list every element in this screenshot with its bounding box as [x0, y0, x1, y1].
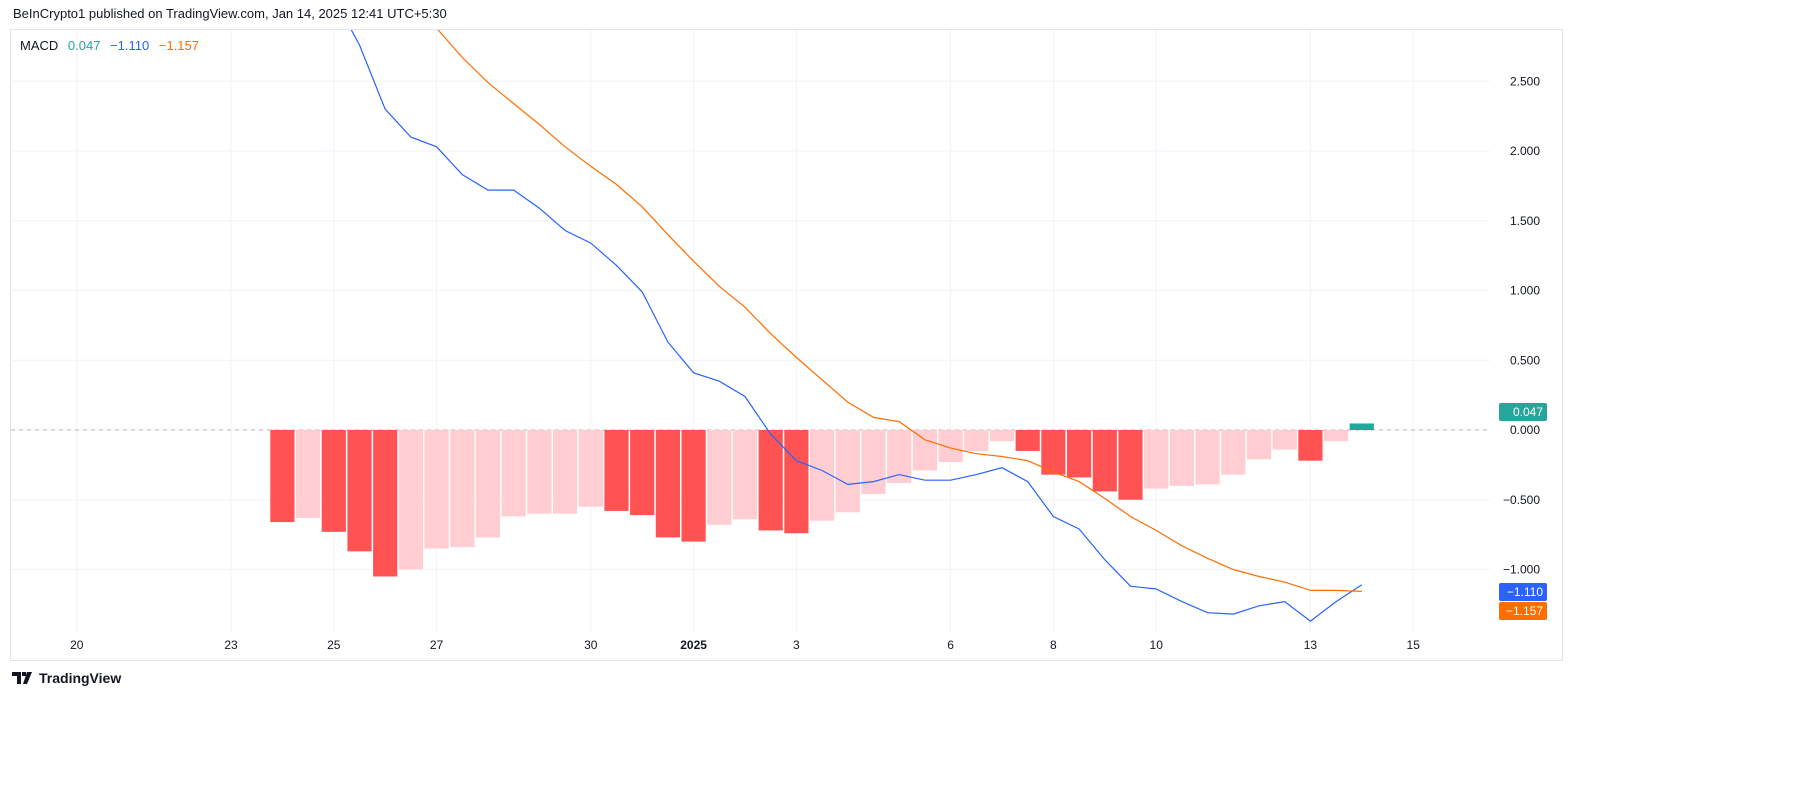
y-tick-label: −1.000	[1503, 563, 1540, 577]
histogram-bar[interactable]	[321, 430, 346, 532]
histogram-bar[interactable]	[578, 430, 603, 507]
y-tick-label: 0.000	[1510, 423, 1540, 437]
histogram-bar[interactable]	[1118, 430, 1143, 500]
y-tick-label: 0.500	[1510, 353, 1540, 367]
histogram-bar[interactable]	[861, 430, 886, 495]
histogram-bar[interactable]	[1169, 430, 1194, 486]
histogram-bar[interactable]	[1324, 430, 1349, 442]
x-tick-label: 8	[1050, 638, 1057, 652]
histogram-bar[interactable]	[475, 430, 501, 538]
x-tick-label: 30	[584, 638, 598, 652]
x-tick-label: 10	[1150, 638, 1164, 652]
legend-signal-value: −1.157	[158, 38, 199, 53]
footer-brand-text: TradingView	[39, 670, 122, 686]
price-label: −1.157	[1506, 604, 1543, 618]
legend-macd-value: −1.110	[110, 38, 150, 53]
y-tick-label: 2.000	[1510, 144, 1540, 158]
histogram-bar[interactable]	[553, 430, 578, 514]
publish-header: BeInCrypto1 published on TradingView.com…	[13, 6, 447, 21]
histogram-bar[interactable]	[1041, 430, 1066, 475]
x-tick-label: 23	[224, 638, 238, 652]
histogram-bar[interactable]	[989, 430, 1015, 442]
histogram-bar[interactable]	[1298, 430, 1323, 461]
histogram-bar[interactable]	[450, 430, 475, 548]
histogram-bar[interactable]	[604, 430, 629, 511]
histogram-bar[interactable]	[681, 430, 706, 542]
histogram-bar[interactable]	[1092, 430, 1117, 492]
price-label: −1.110	[1507, 585, 1543, 599]
histogram-bar[interactable]	[964, 430, 989, 451]
histogram-bar[interactable]	[347, 430, 372, 552]
price-label-box	[1499, 403, 1547, 421]
price-label: 0.047	[1513, 405, 1543, 419]
chart-frame	[10, 29, 1563, 661]
footer-brand[interactable]: TradingView	[12, 670, 121, 686]
legend-histogram-value: 0.047	[67, 38, 101, 53]
histogram-bar[interactable]	[758, 430, 783, 531]
histogram-bar[interactable]	[912, 430, 937, 471]
histogram-bar[interactable]	[373, 430, 398, 577]
histogram-bar[interactable]	[270, 430, 295, 523]
histogram-bar[interactable]	[1015, 430, 1040, 451]
y-tick-label: 2.500	[1510, 74, 1540, 88]
histogram-bar[interactable]	[732, 430, 758, 520]
histogram-bar[interactable]	[1272, 430, 1297, 450]
signal-line[interactable]	[282, 0, 1362, 592]
x-tick-label: 13	[1304, 638, 1318, 652]
histogram-bar[interactable]	[1195, 430, 1220, 485]
x-tick-label: 27	[430, 638, 444, 652]
histogram-bar[interactable]	[835, 430, 860, 513]
x-tick-label: 20	[70, 638, 84, 652]
macd-line[interactable]	[282, 0, 1363, 622]
histogram-bar[interactable]	[1144, 430, 1169, 489]
histogram-bar[interactable]	[784, 430, 809, 534]
histogram-bar[interactable]	[424, 430, 449, 549]
histogram-bar[interactable]	[938, 430, 963, 463]
indicator-legend[interactable]: MACD 0.047 −1.110 −1.157	[20, 38, 205, 53]
y-tick-label: −0.500	[1503, 493, 1540, 507]
x-tick-label: 2025	[680, 638, 707, 652]
histogram-bar[interactable]	[296, 430, 321, 518]
price-label-box	[1499, 583, 1547, 601]
x-tick-label: 6	[947, 638, 954, 652]
y-tick-label: 1.000	[1510, 284, 1540, 298]
histogram-bar[interactable]	[1349, 423, 1374, 430]
histogram-bar[interactable]	[501, 430, 526, 517]
y-tick-label: 1.500	[1510, 214, 1540, 228]
histogram-bar[interactable]	[1246, 430, 1272, 460]
price-label-box	[1499, 602, 1547, 620]
x-tick-label: 3	[793, 638, 800, 652]
histogram-bar[interactable]	[630, 430, 655, 516]
x-tick-label: 15	[1407, 638, 1421, 652]
histogram-bar[interactable]	[1067, 430, 1092, 478]
histogram-bar[interactable]	[655, 430, 680, 538]
x-tick-label: 25	[327, 638, 341, 652]
histogram-bar[interactable]	[398, 430, 423, 570]
histogram-bar[interactable]	[1221, 430, 1246, 475]
histogram-bar[interactable]	[527, 430, 552, 514]
tradingview-logo-icon	[12, 672, 32, 684]
histogram-bar[interactable]	[707, 430, 732, 525]
legend-name: MACD	[20, 38, 59, 53]
